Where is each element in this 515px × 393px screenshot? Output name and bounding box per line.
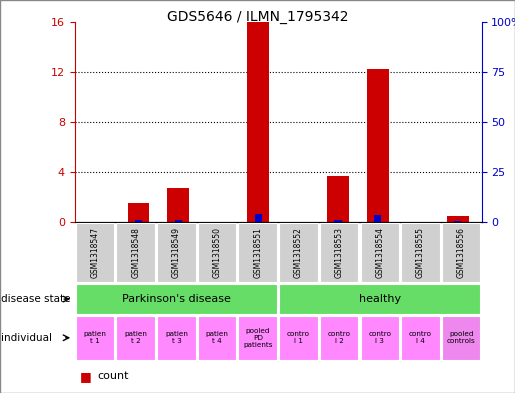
Text: patien
t 2: patien t 2	[124, 331, 147, 344]
Text: GSM1318553: GSM1318553	[335, 227, 344, 278]
Text: GDS5646 / ILMN_1795342: GDS5646 / ILMN_1795342	[167, 10, 348, 24]
Text: patien
t 4: patien t 4	[205, 331, 229, 344]
Bar	[374, 215, 382, 222]
Text: healthy: healthy	[359, 294, 401, 304]
Bar	[175, 220, 182, 222]
Text: patien
t 1: patien t 1	[83, 331, 107, 344]
Text: Parkinson's disease: Parkinson's disease	[122, 294, 231, 304]
Text: GSM1318547: GSM1318547	[91, 227, 99, 278]
Text: GSM1318552: GSM1318552	[294, 227, 303, 278]
Bar	[447, 216, 469, 222]
Text: GSM1318554: GSM1318554	[375, 227, 384, 278]
Text: pooled
controls: pooled controls	[447, 331, 475, 344]
Text: ■: ■	[80, 369, 92, 383]
Text: contro
l 2: contro l 2	[328, 331, 351, 344]
Text: GSM1318549: GSM1318549	[172, 227, 181, 278]
Text: contro
l 3: contro l 3	[368, 331, 391, 344]
Text: contro
l 4: contro l 4	[409, 331, 432, 344]
Text: GSM1318550: GSM1318550	[213, 227, 221, 278]
Text: individual: individual	[1, 333, 52, 343]
Bar	[247, 22, 269, 222]
Text: GSM1318548: GSM1318548	[131, 227, 140, 278]
Bar	[367, 69, 389, 222]
Text: ■: ■	[80, 391, 92, 393]
Text: disease state: disease state	[1, 294, 71, 304]
Text: GSM1318555: GSM1318555	[416, 227, 425, 278]
Bar	[135, 220, 142, 222]
Bar	[254, 214, 262, 222]
Bar	[128, 203, 149, 222]
Text: patien
t 3: patien t 3	[165, 331, 188, 344]
Bar	[327, 176, 349, 222]
Text: count: count	[98, 371, 129, 381]
Text: pooled
PD
patients: pooled PD patients	[243, 328, 272, 348]
Bar	[167, 188, 190, 222]
Text: GSM1318556: GSM1318556	[457, 227, 466, 278]
Text: contro
l 1: contro l 1	[287, 331, 310, 344]
Bar	[454, 221, 461, 222]
Bar	[334, 220, 341, 222]
Text: GSM1318551: GSM1318551	[253, 227, 262, 278]
